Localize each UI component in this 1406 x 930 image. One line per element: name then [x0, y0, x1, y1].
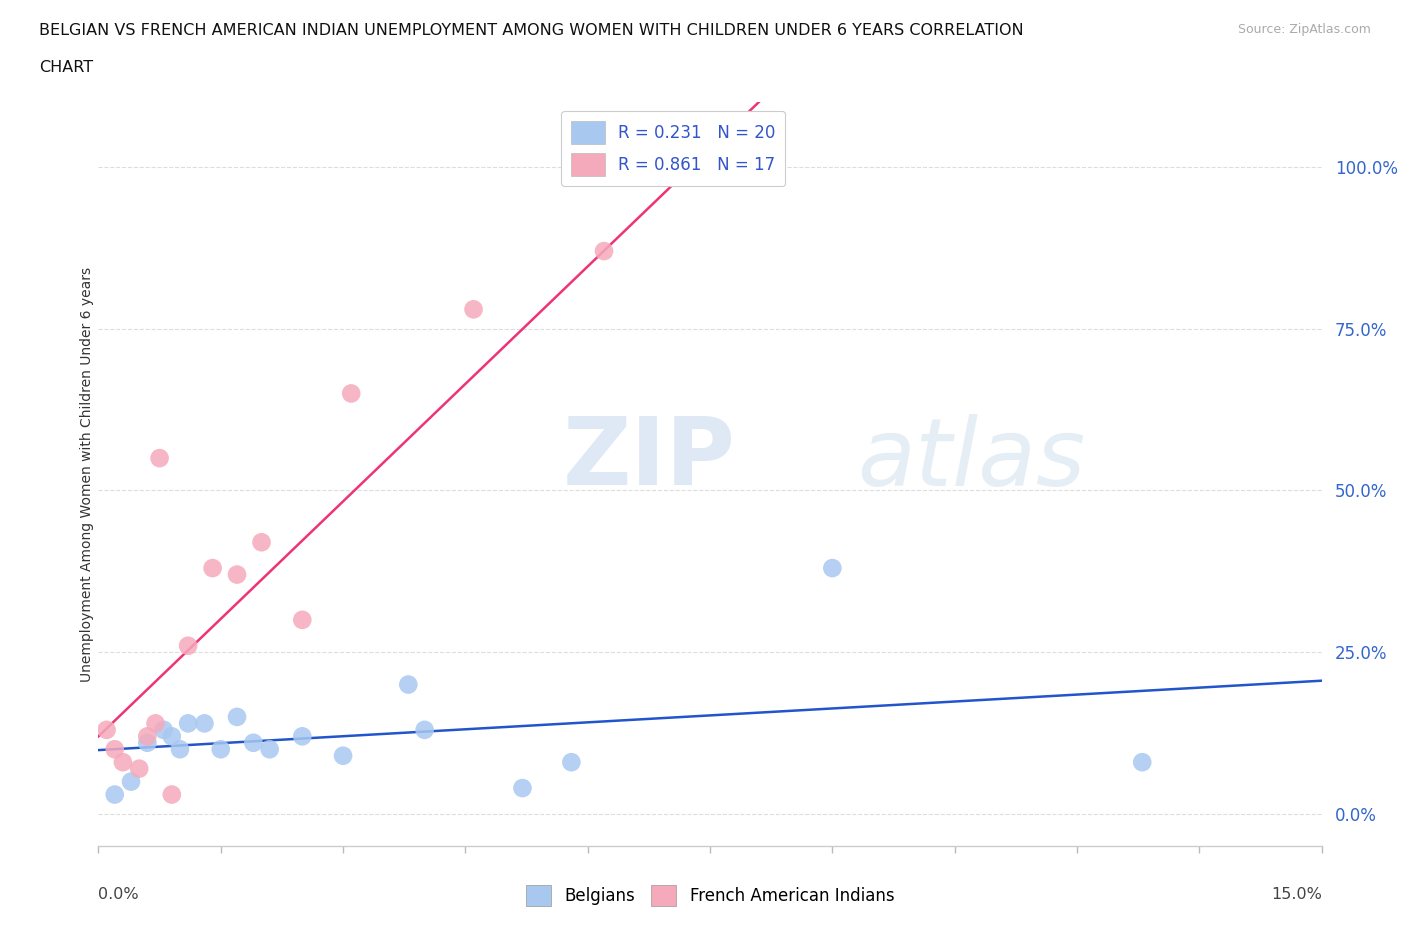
- Text: 0.0%: 0.0%: [98, 887, 139, 902]
- Point: [209, 742, 232, 757]
- Point: [1130, 755, 1153, 770]
- Point: [111, 755, 134, 770]
- Point: [145, 716, 167, 731]
- Point: [136, 736, 159, 751]
- Point: [201, 561, 224, 576]
- Text: CHART: CHART: [39, 60, 93, 75]
- Text: 15.0%: 15.0%: [1271, 887, 1322, 902]
- Point: [120, 774, 142, 789]
- Point: [413, 723, 436, 737]
- Point: [291, 613, 314, 628]
- Point: [152, 723, 174, 737]
- Text: atlas: atlas: [856, 414, 1085, 505]
- Point: [396, 677, 419, 692]
- Point: [463, 302, 485, 317]
- Point: [593, 244, 616, 259]
- Point: [226, 567, 249, 582]
- Point: [250, 535, 273, 550]
- Point: [821, 561, 844, 576]
- Point: [169, 742, 191, 757]
- Point: [193, 716, 215, 731]
- Point: [242, 736, 264, 751]
- Point: [104, 742, 127, 757]
- Legend: Belgians, French American Indians: Belgians, French American Indians: [519, 879, 901, 912]
- Y-axis label: Unemployment Among Women with Children Under 6 years: Unemployment Among Women with Children U…: [80, 267, 94, 682]
- Point: [160, 729, 183, 744]
- Point: [226, 710, 249, 724]
- Point: [763, 147, 786, 162]
- Point: [259, 742, 281, 757]
- Point: [560, 755, 582, 770]
- Point: [291, 729, 314, 744]
- Point: [512, 780, 534, 795]
- Point: [96, 723, 118, 737]
- Point: [104, 787, 127, 802]
- Point: [177, 716, 200, 731]
- Point: [149, 451, 172, 466]
- Text: ZIP: ZIP: [564, 414, 737, 505]
- Point: [160, 787, 183, 802]
- Point: [128, 762, 150, 777]
- Text: Source: ZipAtlas.com: Source: ZipAtlas.com: [1237, 23, 1371, 36]
- Point: [136, 729, 159, 744]
- Point: [177, 638, 200, 653]
- Text: BELGIAN VS FRENCH AMERICAN INDIAN UNEMPLOYMENT AMONG WOMEN WITH CHILDREN UNDER 6: BELGIAN VS FRENCH AMERICAN INDIAN UNEMPL…: [39, 23, 1024, 38]
- Point: [332, 749, 354, 764]
- Point: [340, 386, 363, 401]
